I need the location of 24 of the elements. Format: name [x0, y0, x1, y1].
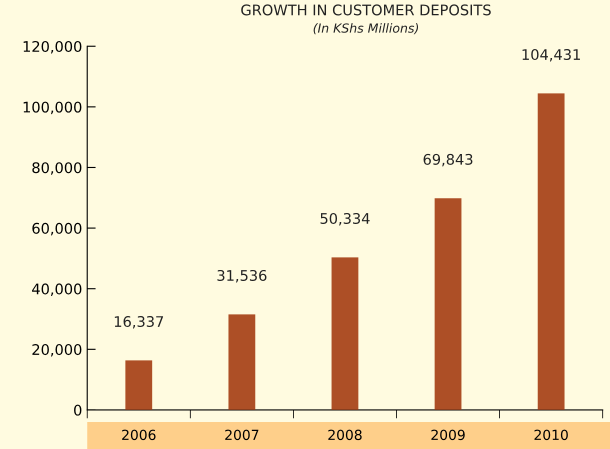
y-tick-label: 120,000 [24, 40, 82, 54]
data-label: 104,431 [522, 49, 580, 62]
x-tick-label: 2010 [534, 430, 568, 440]
data-label: 31,536 [217, 270, 266, 282]
y-tick-label: 40,000 [32, 283, 82, 296]
x-tick-label: 2007 [225, 430, 258, 440]
chart-title: GROWTH IN CUSTOMER DEPOSITS [241, 4, 491, 16]
bar [434, 198, 462, 410]
y-tick-label: 80,000 [32, 162, 82, 175]
bar [332, 257, 358, 410]
y-tick-label: 0 [74, 404, 82, 416]
y-tick-label: 60,000 [32, 222, 82, 236]
x-tick-label: 2008 [328, 430, 362, 440]
chart-subtitle: (In KShs Millions) [314, 23, 418, 34]
data-label: 69,843 [424, 154, 472, 166]
bar [228, 314, 256, 410]
data-label: 50,334 [320, 212, 370, 226]
x-tick-label: 2006 [122, 430, 156, 440]
y-tick-label: 100,000 [24, 102, 82, 114]
y-tick-label: 20,000 [32, 344, 82, 357]
data-label: 16,337 [114, 316, 164, 329]
x-tick-label: 2009 [431, 430, 465, 440]
bar [125, 360, 152, 410]
bar [538, 93, 565, 410]
